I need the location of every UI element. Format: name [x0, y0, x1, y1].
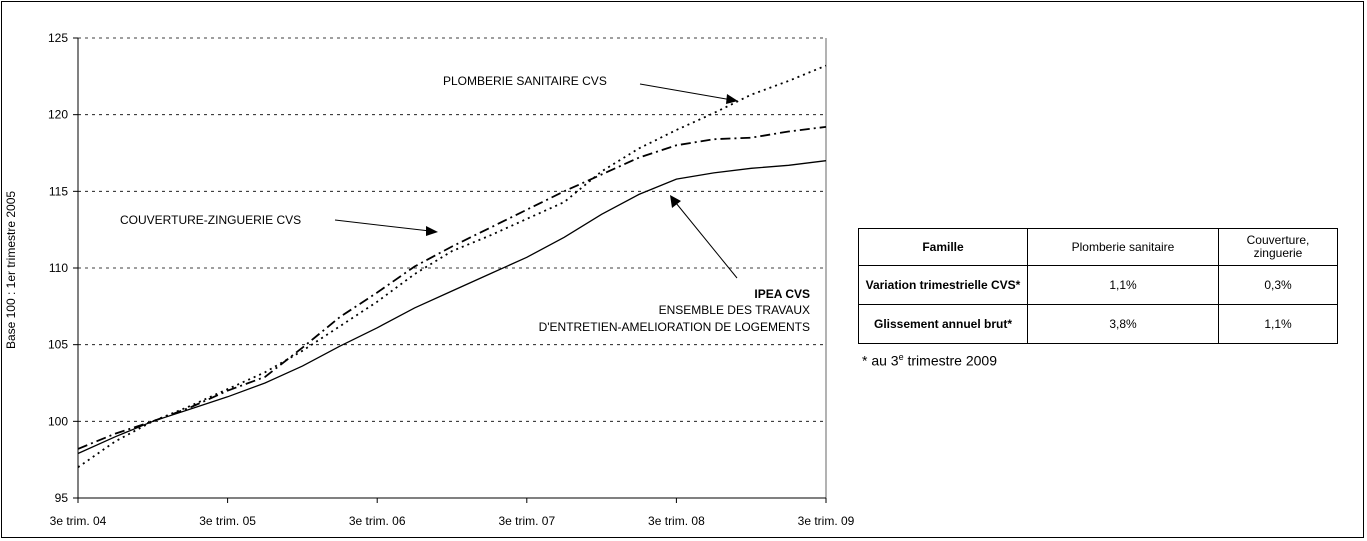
plomberie-annotation: PLOMBERIE SANITAIRE CVS [443, 74, 607, 88]
couverture-arrow-line [334, 219, 431, 232]
series-line-plomberie [77, 64, 827, 469]
footnote-sup: e [898, 352, 904, 362]
table-cell: 1,1% [1027, 265, 1219, 305]
couverture-annotation: COUVERTURE-ZINGUERIE CVS [120, 213, 301, 227]
couverture-arrowhead [426, 226, 438, 236]
plomberie-arrowhead [726, 94, 738, 104]
series-line-couverture [77, 126, 827, 450]
x-tick-label: 3e trim. 06 [349, 514, 406, 528]
y-tick-label: 105 [48, 338, 68, 352]
table-header-famille: Famille [858, 228, 1028, 266]
table-cell: 3,8% [1027, 304, 1219, 344]
y-tick-label: 95 [55, 491, 69, 505]
footnote-suffix: trimestre 2009 [903, 352, 997, 369]
table-row: Variation trimestrielle CVS* 1,1% 0,3% [858, 265, 1338, 305]
y-tick-label: 110 [49, 261, 68, 275]
y-tick-label: 120 [48, 108, 68, 122]
x-tick-label: 3e trim. 04 [50, 514, 107, 528]
ipea-annotation-line2: ENSEMBLE DES TRAVAUX [659, 303, 810, 317]
table-header-couverture: Couverture, zinguerie [1218, 228, 1338, 266]
footnote: * au 3e trimestre 2009 [862, 352, 997, 369]
x-tick-labels: 3e trim. 04 3e trim. 05 3e trim. 06 3e trim… [50, 514, 855, 528]
axes [73, 37, 827, 503]
footnote-prefix: * au 3 [862, 352, 899, 369]
summary-table: Famille Plomberie sanitaire Couverture, … [858, 228, 1338, 344]
ipea-arrowhead [670, 195, 681, 208]
table-header-plomberie: Plomberie sanitaire [1027, 228, 1219, 266]
series-lines [77, 64, 827, 469]
table-cell: 0,3% [1218, 265, 1338, 305]
x-tick-label: 3e trim. 09 [798, 514, 855, 528]
annotations: PLOMBERIE SANITAIRE CVS COUVERTURE-ZINGU… [120, 74, 810, 334]
x-tick-label: 3e trim. 07 [498, 514, 555, 528]
y-axis-label: Base 100 : 1er trimestre 2005 [4, 191, 18, 349]
table-row-label: Variation trimestrielle CVS* [858, 265, 1028, 305]
y-tick-label: 100 [48, 414, 68, 428]
series-line-ipea [77, 160, 827, 455]
table-cell: 1,1% [1218, 304, 1338, 344]
y-tick-label: 115 [49, 184, 68, 198]
x-tick-label: 3e trim. 08 [648, 514, 705, 528]
x-tick-label: 3e trim. 05 [199, 514, 256, 528]
y-tick-labels: 95 100 105 110 115 120 125 [48, 31, 68, 505]
table-row-label: Glissement annuel brut* [858, 304, 1028, 344]
table-row: Glissement annuel brut* 3,8% 1,1% [858, 304, 1338, 344]
ipea-arrow-line [675, 202, 738, 279]
plomberie-arrow-line [639, 83, 733, 101]
ipea-annotation-title: IPEA CVS [754, 287, 810, 301]
ipea-annotation-line3: D'ENTRETIEN-AMELIORATION DE LOGEMENTS [539, 320, 810, 334]
grid-lines [78, 37, 826, 422]
y-tick-label: 125 [48, 31, 68, 45]
